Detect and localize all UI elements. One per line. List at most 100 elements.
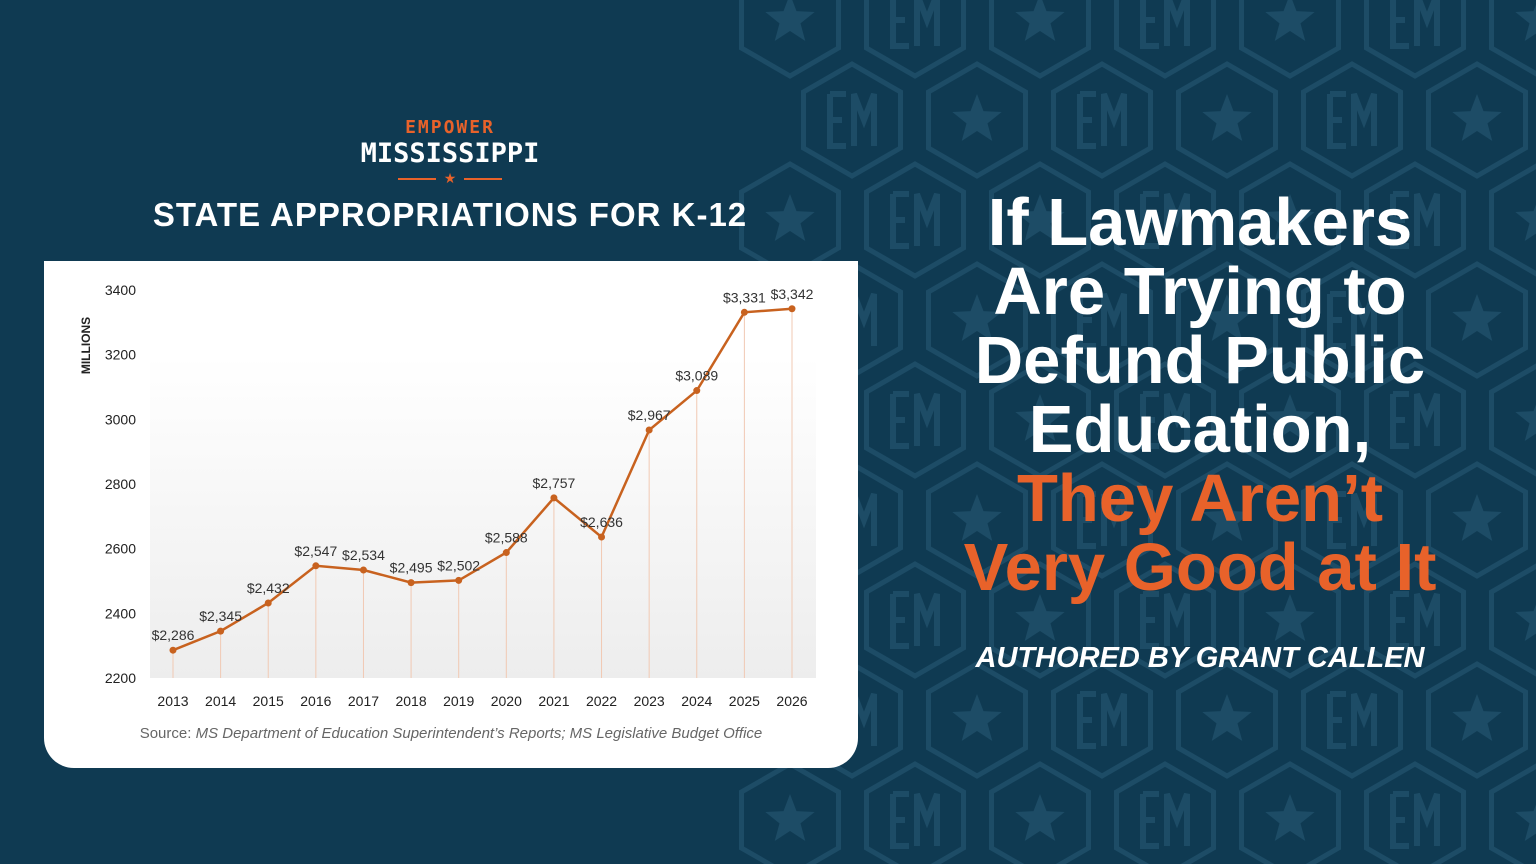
pattern-monogram bbox=[827, 91, 877, 149]
pattern-hexagon bbox=[989, 361, 1091, 479]
pattern-monogram bbox=[1327, 691, 1377, 749]
pattern-hexagon bbox=[1176, 461, 1278, 579]
data-point bbox=[740, 308, 748, 316]
headline-line-6: Very Good at It bbox=[963, 530, 1437, 605]
data-point bbox=[502, 549, 510, 557]
x-tick-label: 2022 bbox=[586, 693, 617, 709]
data-label: $2,757 bbox=[533, 475, 576, 491]
pattern-hexagon bbox=[1301, 261, 1403, 379]
pattern-star-icon bbox=[1015, 0, 1065, 41]
y-axis-label: MILLIONS bbox=[79, 317, 93, 374]
data-point bbox=[693, 387, 701, 395]
pattern-hexagon bbox=[864, 0, 966, 79]
pattern-star-icon bbox=[952, 94, 1002, 141]
pattern-star-icon bbox=[1265, 794, 1315, 841]
y-tick-label: 2400 bbox=[105, 605, 136, 621]
y-tick-label: 3200 bbox=[105, 347, 136, 363]
x-tick-label: 2021 bbox=[538, 693, 569, 709]
data-label: $2,967 bbox=[628, 407, 671, 423]
pattern-hexagon bbox=[1051, 261, 1153, 379]
pattern-hexagon bbox=[1114, 761, 1216, 864]
pattern-star-icon bbox=[765, 794, 815, 841]
y-tick-label: 3400 bbox=[105, 282, 136, 298]
pattern-star-icon bbox=[1265, 594, 1315, 641]
pattern-hexagon bbox=[1114, 561, 1216, 679]
pattern-hexagon bbox=[1426, 461, 1528, 579]
pattern-monogram bbox=[890, 391, 940, 449]
pattern-hexagon bbox=[1114, 161, 1216, 279]
y-tick-label: 2200 bbox=[105, 670, 136, 686]
pattern-star-icon bbox=[1515, 4, 1536, 41]
pattern-hexagon bbox=[1239, 361, 1341, 479]
pattern-hexagon bbox=[926, 461, 1028, 579]
pattern-monogram bbox=[1327, 91, 1377, 149]
x-tick-label: 2024 bbox=[681, 693, 712, 709]
pattern-hexagon bbox=[989, 0, 1091, 79]
data-point bbox=[217, 627, 225, 635]
pattern-star-icon bbox=[1452, 494, 1502, 541]
pattern-hexagon bbox=[1364, 0, 1466, 79]
data-point bbox=[359, 566, 367, 574]
data-point bbox=[788, 305, 796, 313]
pattern-star-icon bbox=[1265, 394, 1315, 441]
pattern-hexagon bbox=[739, 0, 841, 79]
pattern-hexagon bbox=[1051, 461, 1153, 579]
pattern-monogram bbox=[890, 591, 940, 649]
pattern-star-icon bbox=[1515, 404, 1536, 441]
data-label: $2,495 bbox=[390, 560, 433, 576]
pattern-monogram bbox=[1390, 591, 1440, 649]
data-point bbox=[550, 494, 558, 502]
pattern-hexagon bbox=[1176, 261, 1278, 379]
pattern-monogram bbox=[890, 191, 940, 249]
pattern-star-icon bbox=[1202, 694, 1252, 741]
data-label: $2,502 bbox=[437, 557, 480, 573]
pattern-monogram bbox=[1140, 391, 1190, 449]
pattern-monogram bbox=[1077, 491, 1127, 549]
x-tick-label: 2025 bbox=[729, 693, 760, 709]
data-point bbox=[598, 533, 606, 541]
pattern-hexagon bbox=[1051, 61, 1153, 179]
chart-card: 2200 2400 2600 2800 3000 3200 3400 MILLIONS 2013… bbox=[44, 261, 858, 768]
pattern-hexagon bbox=[1489, 363, 1536, 477]
pattern-monogram bbox=[1077, 291, 1127, 349]
data-label: $2,636 bbox=[580, 514, 623, 530]
pattern-star-icon bbox=[952, 494, 1002, 541]
pattern-star-icon bbox=[1452, 694, 1502, 741]
headline: If Lawmakers Are Trying to Defund Public… bbox=[880, 188, 1520, 602]
pattern-hexagon bbox=[1239, 0, 1341, 79]
headline-line-4: Education, bbox=[1028, 392, 1372, 467]
pattern-hexagon bbox=[864, 561, 966, 679]
pattern-monogram bbox=[1327, 291, 1377, 349]
data-label: $3,342 bbox=[771, 286, 814, 302]
pattern-hexagon bbox=[1176, 661, 1278, 779]
x-tick-label: 2013 bbox=[157, 693, 188, 709]
empower-mississippi-logo: EMPOWER MISSISSIPPI ★ bbox=[360, 118, 540, 187]
pattern-hexagon bbox=[1489, 563, 1536, 677]
pattern-hexagon bbox=[1239, 161, 1341, 279]
pattern-hexagon bbox=[1301, 461, 1403, 579]
pattern-monogram bbox=[1077, 691, 1127, 749]
pattern-hexagon bbox=[801, 61, 903, 179]
y-tick-label: 3000 bbox=[105, 411, 136, 427]
pattern-hexagon bbox=[1364, 361, 1466, 479]
x-tick-label: 2020 bbox=[491, 693, 522, 709]
pattern-monogram bbox=[1140, 591, 1190, 649]
headline-line-5: They Aren’t bbox=[1016, 461, 1384, 536]
pattern-star-icon bbox=[1202, 294, 1252, 341]
pattern-hexagon bbox=[1051, 661, 1153, 779]
headline-line-3: Defund Public bbox=[974, 323, 1426, 398]
data-label: $2,286 bbox=[152, 627, 195, 643]
pattern-star-icon bbox=[1015, 394, 1065, 441]
pattern-hexagon bbox=[1301, 661, 1403, 779]
pattern-hexagon bbox=[1364, 761, 1466, 864]
pattern-monogram bbox=[1390, 391, 1440, 449]
plot-area bbox=[150, 356, 816, 678]
pattern-star-icon bbox=[1452, 294, 1502, 341]
pattern-hexagon bbox=[1489, 163, 1536, 277]
pattern-star-icon bbox=[1202, 94, 1252, 141]
chart-source: Source: MS Department of Education Super… bbox=[44, 725, 858, 742]
x-tick-label: 2015 bbox=[253, 693, 284, 709]
data-label: $3,089 bbox=[675, 368, 718, 384]
series-line bbox=[172, 307, 793, 652]
